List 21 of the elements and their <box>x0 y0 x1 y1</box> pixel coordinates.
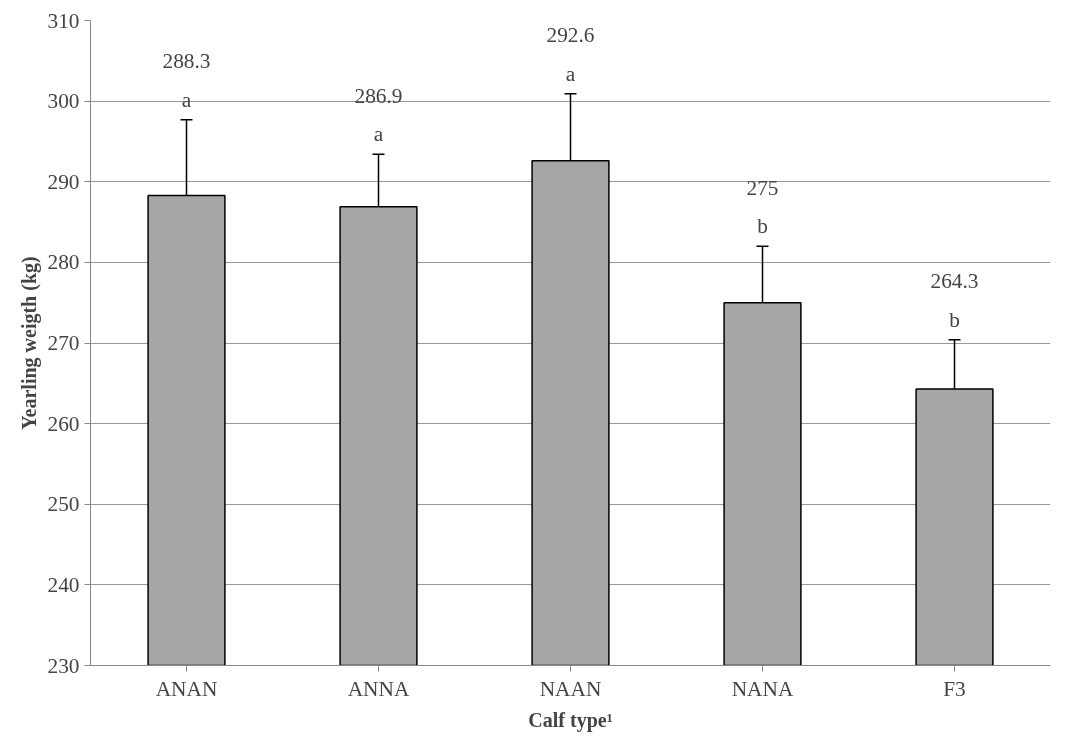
y-tick-label: 250 <box>47 492 80 517</box>
x-tick-label: F3 <box>943 676 966 701</box>
y-tick-label: 310 <box>47 8 80 33</box>
y-tick-label: 300 <box>47 89 80 114</box>
annotation: 292.6 a <box>546 23 595 86</box>
annotation: 288.3 a <box>162 49 211 112</box>
y-tick-label: 240 <box>47 572 80 597</box>
x-tick-label: ANNA <box>347 676 410 701</box>
x-axis-title: Calf type¹ <box>528 708 613 732</box>
y-tick-label: 260 <box>47 411 80 436</box>
y-tick-label: 280 <box>47 250 80 275</box>
y-tick-label: 270 <box>47 331 80 355</box>
x-tick-label: NAAN <box>539 676 602 701</box>
y-tick-label: 230 <box>47 653 80 678</box>
annotation: 264.3 b <box>930 269 979 332</box>
x-tick-label: NANA <box>731 676 794 701</box>
x-tick-label: ANAN <box>155 676 218 701</box>
y-tick-label: 290 <box>47 169 80 194</box>
annotation: 286.9 a <box>354 83 403 147</box>
y-axis-title: Yearling weigth (kg) <box>17 256 41 430</box>
annotation: 275 b <box>746 175 779 239</box>
